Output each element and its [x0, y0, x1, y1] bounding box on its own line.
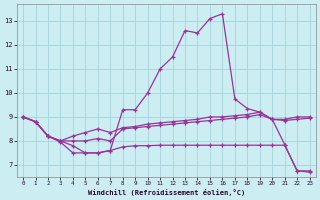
X-axis label: Windchill (Refroidissement éolien,°C): Windchill (Refroidissement éolien,°C) [88, 189, 245, 196]
